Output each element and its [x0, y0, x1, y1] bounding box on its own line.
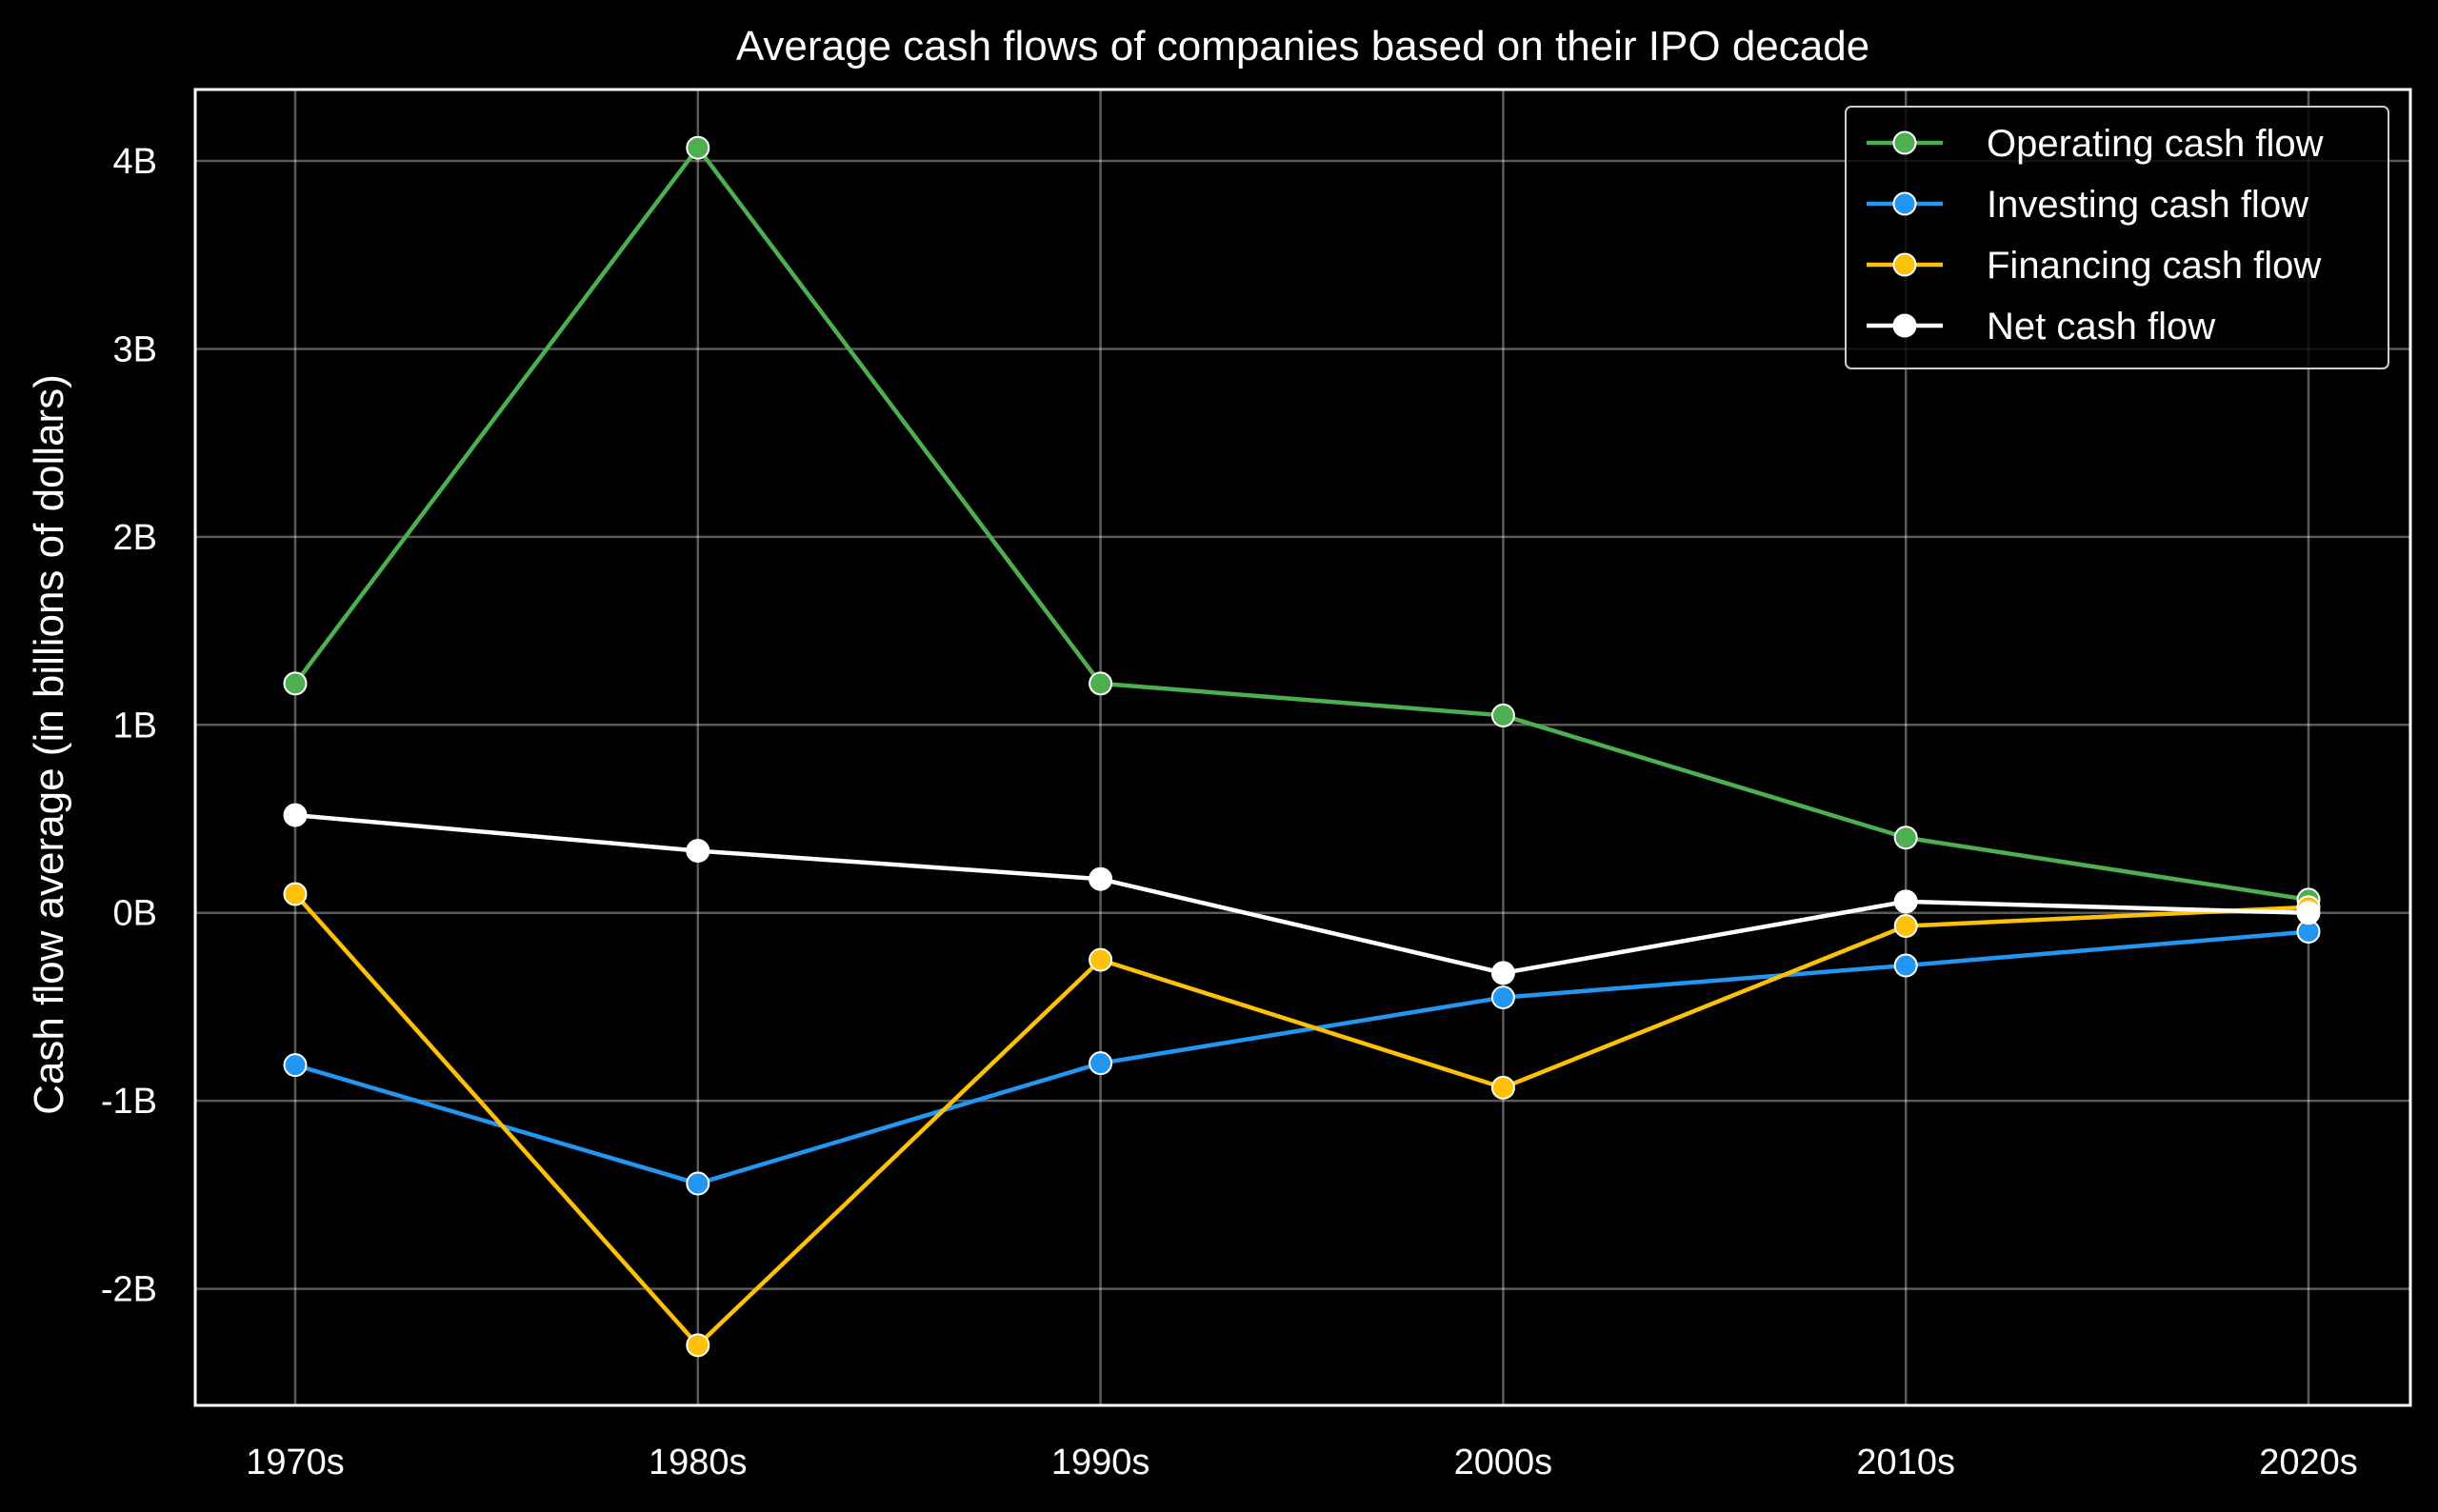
- data-point: [686, 135, 710, 160]
- data-point: [1089, 671, 1113, 696]
- series-layer: [283, 135, 2321, 1358]
- y-axis-label: Cash flow average (in billions of dollar…: [26, 374, 72, 1115]
- legend-box: [1845, 106, 2389, 369]
- series-line: [293, 145, 2309, 903]
- legend-item: Financing cash flow: [1867, 245, 2321, 287]
- series-line: [293, 892, 2309, 1348]
- data-point: [1893, 914, 1918, 939]
- legend-label: Financing cash flow: [1987, 245, 2321, 287]
- legend-item: Operating cash flow: [1867, 123, 2324, 165]
- data-point: [1490, 985, 1515, 1010]
- series-operating-cash-flow: [283, 135, 2321, 912]
- chart-title: Average cash flows of companies based on…: [736, 23, 1869, 70]
- series-net-cash-flow: [283, 803, 2321, 985]
- data-point: [2296, 901, 2321, 925]
- data-point: [686, 1171, 710, 1196]
- data-point: [1490, 1075, 1515, 1100]
- y-tick-label: 1B: [113, 706, 157, 746]
- legend-marker: [1892, 252, 1917, 277]
- legend-label: Investing cash flow: [1987, 184, 2308, 226]
- data-point: [1089, 1051, 1113, 1076]
- x-tick-label: 1980s: [649, 1442, 748, 1482]
- data-point: [283, 671, 308, 696]
- grid: [195, 90, 2410, 1405]
- tick-labels: 1970s 1980s 1990s 2000s 2010s 2020s -2B -1B 0B 1B…: [101, 142, 2358, 1482]
- data-point: [1893, 826, 1918, 850]
- legend-item: Net cash flow: [1867, 306, 2215, 348]
- data-point: [686, 1333, 710, 1358]
- legend: Operating cash flow Investing cash flow Fi…: [1845, 106, 2389, 369]
- y-tick-label: 2B: [113, 518, 157, 558]
- y-tick-label: -1B: [101, 1082, 157, 1122]
- legend-item: Investing cash flow: [1867, 184, 2308, 226]
- series-line: [294, 812, 2309, 976]
- data-point: [1893, 953, 1918, 978]
- y-tick-label: -2B: [101, 1270, 157, 1310]
- legend-marker: [1892, 130, 1917, 155]
- legend-marker: [1892, 313, 1917, 338]
- legend-label: Net cash flow: [1987, 306, 2215, 348]
- data-point: [1089, 866, 1113, 891]
- data-point: [283, 882, 308, 906]
- y-tick-label: 4B: [113, 142, 157, 182]
- x-tick-label: 1970s: [246, 1442, 345, 1482]
- x-tick-label: 2010s: [1856, 1442, 1955, 1482]
- data-point: [1490, 703, 1515, 727]
- data-point: [1089, 947, 1113, 972]
- plot-frame: [193, 88, 2412, 1407]
- data-point: [686, 839, 710, 864]
- legend-marker: [1892, 191, 1917, 216]
- legend-label: Operating cash flow: [1987, 123, 2324, 165]
- y-tick-label: 0B: [113, 894, 157, 934]
- y-tick-label: 3B: [113, 329, 157, 369]
- x-tick-label: 1990s: [1051, 1442, 1150, 1482]
- series-investing-cash-flow: [283, 919, 2321, 1196]
- data-point: [1490, 961, 1515, 985]
- data-point: [1893, 889, 1918, 914]
- x-tick-label: 2020s: [2259, 1442, 2358, 1482]
- data-point: [283, 803, 308, 827]
- series-line: [294, 929, 2309, 1186]
- data-point: [283, 1053, 308, 1078]
- x-tick-label: 2000s: [1454, 1442, 1553, 1482]
